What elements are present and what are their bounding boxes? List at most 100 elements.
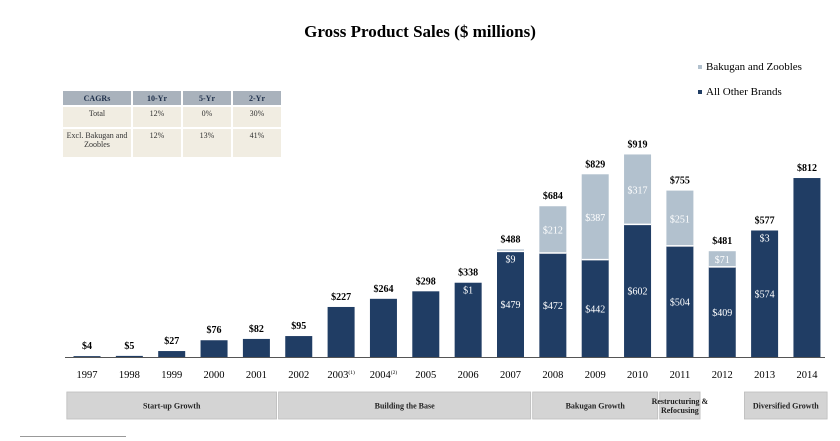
bar-all-other-brands	[497, 251, 524, 357]
total-label: $829	[585, 159, 605, 170]
phase-box	[659, 391, 701, 420]
x-tick-label: 1998	[119, 370, 140, 381]
legend-item-bakugan: Bakugan and Zoobles	[698, 60, 802, 85]
cagr-header: CAGRs	[63, 91, 133, 106]
bar-all-other-brands	[285, 336, 313, 357]
legend-swatch-all-other	[698, 90, 702, 95]
total-label: $755	[670, 176, 690, 187]
total-label: $684	[543, 191, 563, 202]
cagr-header-row: CAGRs 10-Yr 5-Yr 2-Yr	[63, 91, 283, 106]
phase-label: Diversified Growth	[753, 402, 819, 411]
cagr-header: 2-Yr	[232, 91, 283, 106]
total-label: $488	[501, 234, 521, 245]
x-tick-label: 2010	[627, 370, 648, 381]
chart-legend: Bakugan and Zoobles All Other Brands	[698, 60, 802, 110]
bar-all-other-brands	[581, 259, 609, 357]
bar-bakugan-zoobles	[497, 249, 524, 252]
segment-label-bakugan: $251	[670, 214, 690, 225]
cagr-row-label: Total	[63, 105, 133, 128]
segment-label-all-other: $602	[628, 287, 648, 298]
x-tick-label: 2013	[754, 370, 775, 381]
phase-label: Start-up Growth	[143, 402, 201, 411]
bar-all-other-brands	[793, 178, 821, 357]
bar-bakugan-zoobles	[581, 174, 609, 260]
total-label: $812	[797, 163, 817, 174]
bar-bakugan-zoobles	[708, 251, 736, 267]
bar-all-other-brands	[412, 291, 440, 357]
phase-box	[532, 391, 659, 420]
bar-all-other-brands	[666, 245, 694, 357]
total-label: $577	[755, 215, 775, 226]
total-label: $264	[373, 284, 393, 295]
total-label: $227	[331, 292, 351, 303]
x-tick-label: 2006	[458, 370, 479, 381]
x-tick-label: 2007	[500, 370, 521, 381]
x-tick-label: 1997	[77, 370, 98, 381]
segment-label-bakugan: $317	[628, 185, 648, 196]
segment-label-bakugan: $1	[463, 286, 473, 297]
total-label: $5	[124, 341, 134, 352]
x-tick-label: 2001	[246, 370, 267, 381]
x-tick-label: 2008	[542, 370, 563, 381]
bar-bakugan-zoobles	[666, 190, 694, 246]
cagr-cell: 13%	[182, 127, 233, 157]
phase-label: Refocusing	[661, 406, 699, 415]
cagr-cell: 12%	[132, 127, 183, 157]
footnote-rule	[20, 436, 126, 437]
phase-label: Building the Base	[375, 402, 435, 411]
x-tick-label: 2000	[204, 370, 225, 381]
bar-all-other-brands	[73, 356, 101, 357]
total-label: $298	[416, 276, 436, 287]
segment-label-bakugan: $3	[760, 233, 770, 244]
bar-all-other-brands	[369, 298, 397, 357]
cagr-cell: 0%	[182, 105, 233, 128]
bar-all-other-brands	[242, 338, 270, 357]
legend-swatch-bakugan	[698, 65, 702, 70]
legend-label-all-other: All Other Brands	[706, 86, 782, 98]
segment-label-all-other: $504	[670, 297, 690, 308]
bar-all-other-brands	[539, 252, 567, 357]
cagr-row-label: Excl. Bakugan and Zoobles	[63, 127, 133, 157]
bar-all-other-brands	[158, 351, 186, 357]
segment-label-bakugan: $212	[543, 226, 563, 237]
bar-all-other-brands	[200, 340, 228, 357]
bar-all-other-brands	[708, 266, 736, 357]
total-label: $338	[458, 268, 478, 279]
cagr-row-excl: Excl. Bakugan and Zoobles 12% 13% 41%	[63, 127, 283, 157]
x-tick-label: 2014	[796, 370, 818, 381]
total-label: $82	[249, 324, 264, 335]
bar-all-other-brands	[751, 230, 779, 357]
cagr-table: CAGRs 10-Yr 5-Yr 2-Yr Total 12% 0% 30% E…	[63, 91, 283, 157]
legend-label-bakugan: Bakugan and Zoobles	[706, 61, 802, 73]
phase-box	[278, 391, 532, 420]
total-label: $481	[712, 236, 732, 247]
total-label: $27	[164, 336, 179, 347]
chart-title: Gross Product Sales ($ millions)	[304, 22, 536, 41]
x-tick-label: 2011	[670, 370, 691, 381]
bar-bakugan-zoobles	[539, 206, 567, 253]
segment-label-bakugan: $71	[715, 255, 730, 266]
cagr-header: 5-Yr	[182, 91, 233, 106]
x-tick-label: 1999	[161, 370, 182, 381]
x-tick-label: 2004(2)	[370, 369, 398, 381]
cagr-row-total: Total 12% 0% 30%	[63, 105, 283, 128]
cagr-cell: 12%	[132, 105, 183, 128]
total-label: $4	[82, 341, 92, 352]
legend-item-all-other: All Other Brands	[698, 85, 802, 110]
phase-label: Restructuring &	[652, 397, 709, 406]
cagr-header: 10-Yr	[132, 91, 183, 106]
segment-label-all-other: $479	[501, 300, 521, 311]
phase-box	[66, 391, 277, 420]
total-label: $76	[207, 325, 222, 336]
segment-label-all-other: $472	[543, 301, 563, 312]
x-tick-label: 2002	[288, 370, 309, 381]
segment-label-all-other: $574	[755, 290, 775, 301]
x-tick-label: 2012	[712, 370, 733, 381]
segment-label-bakugan: $387	[585, 213, 605, 224]
segment-label-all-other: $409	[712, 308, 732, 319]
bar-all-other-brands	[454, 282, 482, 357]
cagr-cell: 41%	[232, 127, 283, 157]
bar-all-other-brands	[327, 306, 355, 357]
phase-box	[744, 391, 828, 420]
